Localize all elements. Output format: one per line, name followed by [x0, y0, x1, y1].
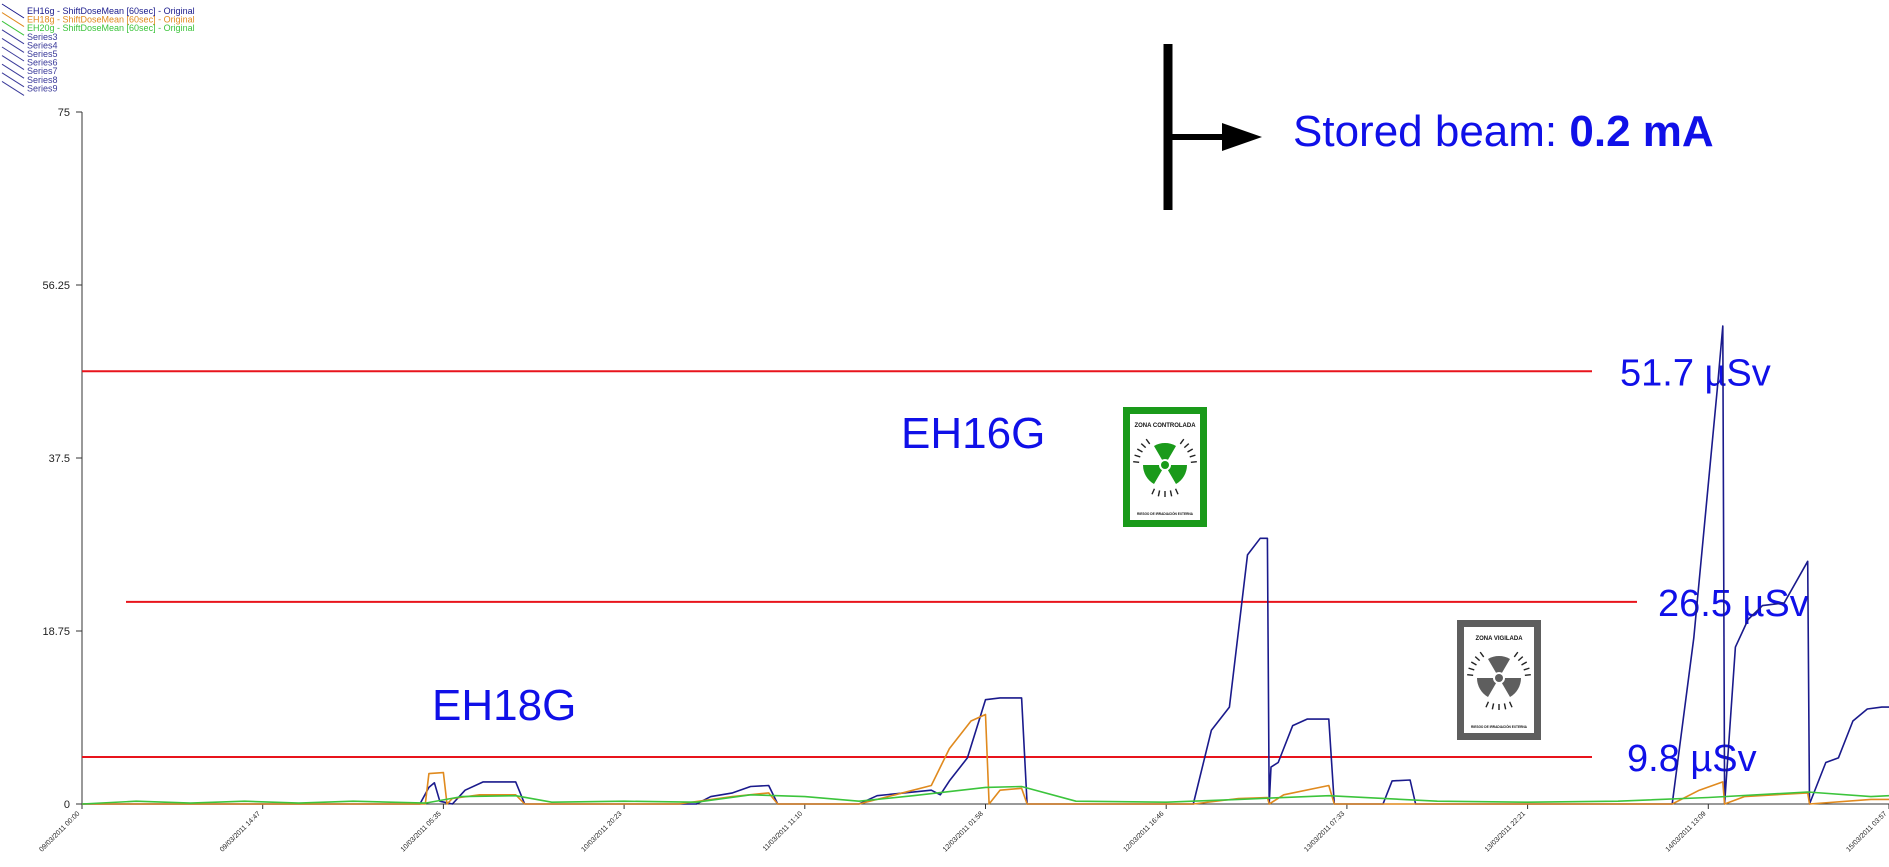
series-line [82, 713, 1889, 805]
legend-swatch [1, 46, 25, 62]
sign-top-text: ZONA VIGILADA [1475, 636, 1523, 642]
legend-swatch [1, 63, 25, 79]
threshold-lines: 51.7 µSv 26.5 µSv 9.8 µSv [82, 352, 1809, 780]
threshold-label: 26.5 µSv [1658, 583, 1809, 625]
y-tick-label: 0 [64, 799, 70, 811]
eh18g-label: EH18G [432, 681, 576, 730]
legend-item: EH16g - ShiftDoseMean [60sec] - Original [27, 6, 195, 16]
legend-item: EH20g - ShiftDoseMean [60sec] - Original [27, 23, 195, 33]
legend-swatch [1, 3, 25, 19]
x-tick-label: 12/03/2011 01:58 [942, 810, 985, 853]
x-tick-label: 10/03/2011 20:23 [580, 810, 623, 853]
stored-beam-value: 0.2 mA [1569, 107, 1713, 156]
legend-item: EH18g - ShiftDoseMean [60sec] - Original [27, 15, 195, 25]
y-tick-label: 56.25 [42, 280, 70, 292]
stored-beam-label: Stored beam: 0.2 mA [1293, 107, 1714, 156]
x-tick-label: 15/03/2011 03:57 [1845, 810, 1888, 853]
radiation-trefoil-icon [1133, 438, 1197, 497]
x-ticks: 09/03/2011 00:00 09/03/2011 14:47 10/03/20… [38, 804, 1889, 854]
x-tick-label: 09/03/2011 14:47 [219, 810, 262, 853]
legend-item: Series5 [27, 49, 58, 59]
x-tick-label: 09/03/2011 00:00 [38, 810, 81, 853]
legend-swatch [1, 37, 25, 53]
legend-swatch [1, 80, 25, 96]
x-tick-label: 11/03/2011 11:10 [762, 810, 804, 852]
sign-bottom-text: RIESGO DE IRRADIACIÓN EXTERNA [1137, 511, 1194, 516]
y-tick-label: 75 [58, 107, 70, 119]
legend-swatch [1, 12, 25, 28]
sign-bottom-text: RIESGO DE IRRADIACIÓN EXTERNA [1471, 724, 1528, 729]
x-tick-label: 14/03/2011 13:09 [1665, 810, 1708, 853]
chart-legend: EH16g - ShiftDoseMean [60sec] - Original… [1, 3, 195, 96]
legend-item: Series6 [27, 58, 58, 68]
y-ticks: 75 56.25 37.5 18.75 0 [42, 107, 82, 811]
legend-swatch [1, 29, 25, 45]
legend-item: Series8 [27, 75, 58, 85]
x-tick-label: 13/03/2011 22:21 [1484, 810, 1527, 853]
legend-swatch [1, 55, 25, 71]
zona-controlada-sign: ZONA CONTROLADA RIESGO DE IRRADIACIÓN EXT… [1123, 407, 1207, 527]
legend-swatch [1, 72, 25, 88]
threshold-label: 51.7 µSv [1620, 352, 1771, 394]
series-line [82, 325, 1889, 805]
series-line [81, 785, 1889, 805]
zona-vigilada-sign: ZONA VIGILADA RIESGO DE IRRADIACIÓN EXTER… [1457, 620, 1541, 740]
data-series [81, 325, 1889, 805]
threshold-label: 9.8 µSv [1627, 738, 1757, 780]
stored-beam-prefix: Stored beam: [1293, 107, 1569, 156]
legend-swatch [1, 20, 25, 36]
legend-item: Series3 [27, 32, 58, 42]
legend-item: Series9 [27, 83, 58, 93]
y-tick-label: 18.75 [42, 626, 70, 638]
x-tick-label: 12/03/2011 16:46 [1122, 810, 1165, 853]
sign-top-text: ZONA CONTROLADA [1134, 423, 1196, 429]
eh16g-label: EH16G [901, 409, 1045, 458]
x-tick-label: 10/03/2011 05:35 [400, 810, 443, 853]
y-tick-label: 37.5 [49, 453, 70, 465]
legend-item: Series4 [27, 40, 58, 50]
x-tick-label: 13/03/2011 07:33 [1303, 810, 1346, 853]
radiation-trefoil-icon [1467, 651, 1531, 710]
stored-beam-marker: Stored beam: 0.2 mA [1163, 44, 1714, 210]
arrow-right-icon [1222, 123, 1262, 151]
legend-item: Series7 [27, 66, 58, 76]
